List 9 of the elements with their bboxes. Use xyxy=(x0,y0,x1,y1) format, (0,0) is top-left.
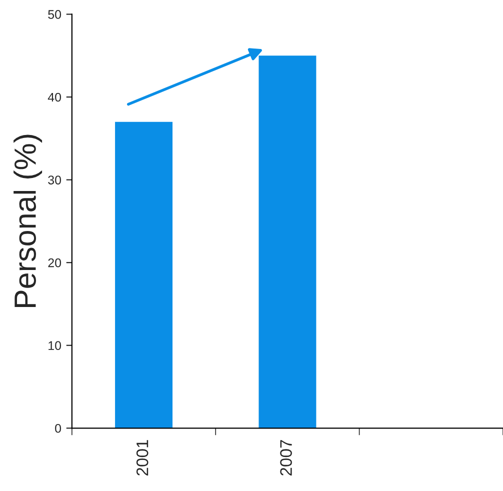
y-tick-label: 40 xyxy=(48,92,62,102)
y-tick-label: 0 xyxy=(55,424,62,433)
y-tick-label: 20 xyxy=(48,258,62,268)
y-axis-title: Personal (%) xyxy=(14,134,42,307)
y-tick-label: 30 xyxy=(48,176,62,184)
x-tick-label: 2007 xyxy=(280,440,292,476)
y-tick-label: 50 xyxy=(48,10,62,19)
x-tick-label: 2001 xyxy=(136,440,148,476)
y-tick-label: 10 xyxy=(48,341,62,350)
